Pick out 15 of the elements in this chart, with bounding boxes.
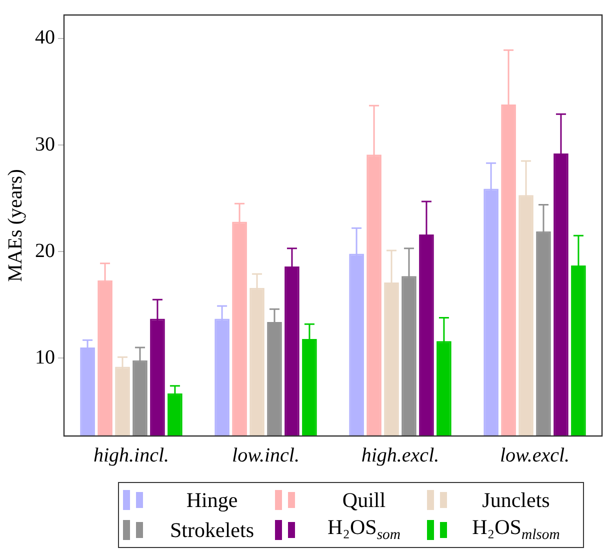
y-tick-label: 30 xyxy=(35,133,55,156)
y-tick-label: 40 xyxy=(35,26,55,49)
y-tick-label: 20 xyxy=(35,240,55,262)
x-tick-label: high.incl. xyxy=(93,444,170,466)
legend-label: Junclets xyxy=(481,488,551,512)
x-tick-label: high.excl. xyxy=(361,444,440,466)
y-tick-label: 10 xyxy=(35,346,55,368)
legend-label: Hinge xyxy=(185,488,239,512)
y-axis-title: MAEs (years) xyxy=(4,169,26,282)
legend-label: Strokelets xyxy=(169,518,255,542)
x-tick-label: low.incl. xyxy=(232,444,300,466)
legend-label: H₂OS$_{som}$ xyxy=(326,515,402,545)
x-tick-label: low.excl. xyxy=(500,444,570,466)
legend-label: H₂OS$_{mlsom}$ xyxy=(471,515,561,545)
legend-label: Quill xyxy=(341,488,387,512)
